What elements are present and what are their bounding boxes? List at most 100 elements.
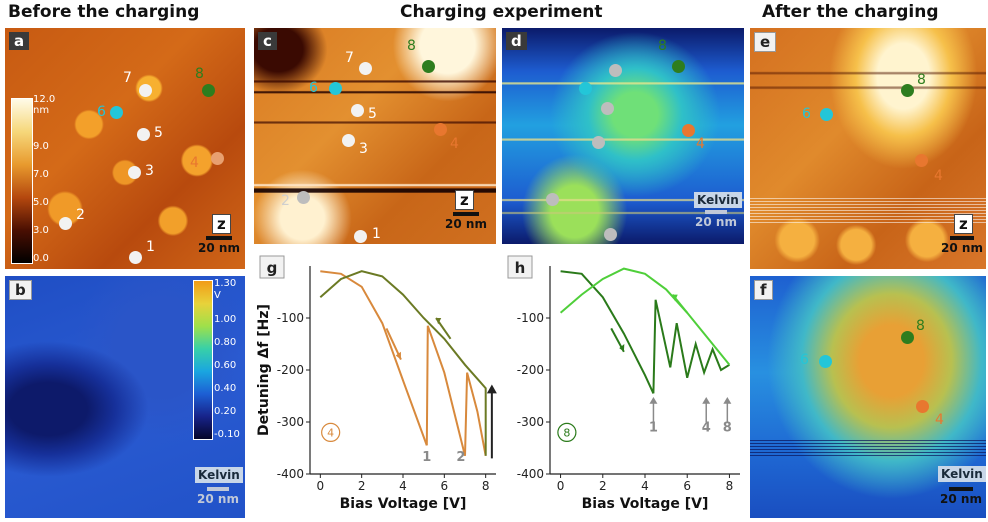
peak-label: 2 bbox=[456, 450, 465, 465]
y-tick-label: -100 bbox=[517, 311, 544, 325]
molecule-2-dot bbox=[59, 217, 72, 230]
peak-arrowhead bbox=[649, 397, 658, 404]
molecule-8-circle bbox=[557, 422, 577, 442]
z-marker: z bbox=[455, 190, 474, 210]
colorbar-a-tick: 12.0 bbox=[33, 94, 56, 105]
molecule-8-label: 8 bbox=[407, 38, 416, 54]
scale-text: 20 nm bbox=[695, 215, 737, 229]
series-line-1 bbox=[320, 270, 428, 446]
x-tick-label: 2 bbox=[358, 479, 366, 493]
series-line-2 bbox=[425, 325, 466, 457]
molecule-1-dot bbox=[604, 228, 617, 241]
molecule-8-label: 8 bbox=[195, 66, 204, 82]
x-axis-title: Bias Voltage [V] bbox=[340, 496, 467, 512]
molecule-1-label: 1 bbox=[372, 226, 381, 242]
molecule-6-dot bbox=[579, 82, 592, 95]
colorbar-b-ticks: 1.30 V 1.00 0.80 0.60 0.40 0.20 -0.10 bbox=[214, 278, 244, 448]
molecule-8-dot bbox=[901, 331, 914, 344]
molecule-6-dot bbox=[329, 82, 342, 95]
panel-label-c: c bbox=[258, 32, 277, 50]
molecule-8-dot bbox=[901, 84, 914, 97]
x-tick-label: 8 bbox=[482, 479, 490, 493]
molecule-4-circle bbox=[321, 422, 341, 442]
peak-arrowhead bbox=[702, 397, 711, 404]
series-line-3 bbox=[464, 372, 487, 456]
dz-label: Δz = +5.0 nm bbox=[501, 380, 504, 464]
x-tick-label: 0 bbox=[317, 479, 325, 493]
x-axis-title: Bias Voltage [V] bbox=[582, 496, 709, 512]
molecule-4-label: 4 bbox=[934, 168, 943, 184]
molecule-8-dot bbox=[202, 84, 215, 97]
molecule-8-label: 8 bbox=[658, 38, 667, 54]
molecule-4-circle-label: 4 bbox=[327, 426, 334, 439]
molecule-7-dot bbox=[139, 84, 152, 97]
molecule-6-label: 6 bbox=[97, 104, 106, 120]
molecule-5-dot bbox=[137, 128, 150, 141]
y-tick-label: -300 bbox=[277, 415, 304, 429]
molecule-8-label: 8 bbox=[917, 72, 926, 88]
plot-h: h 0 2 4 6 8 -100 -200 -300 -400 Bias Voltage [V] 8… bbox=[507, 255, 740, 512]
molecule-5-dot bbox=[351, 104, 364, 117]
scale-text: 20 nm bbox=[941, 241, 983, 255]
x-tick-label: 4 bbox=[641, 479, 649, 493]
colorbar-b-tick: 1.30 bbox=[214, 278, 237, 289]
y-tick-label: -200 bbox=[277, 363, 304, 377]
molecule-3-dot bbox=[128, 166, 141, 179]
colorbar-b-tick: 0.80 bbox=[214, 337, 237, 348]
y-tick-label: -300 bbox=[517, 415, 544, 429]
scale-text: 20 nm bbox=[940, 492, 982, 506]
molecule-8-dot bbox=[672, 60, 685, 73]
series-line-3 bbox=[559, 267, 731, 366]
scale-bar: 20 nm bbox=[940, 236, 984, 255]
molecule-4-dot bbox=[211, 152, 224, 165]
molecule-1-dot bbox=[129, 251, 142, 264]
molecule-1-dot bbox=[354, 230, 367, 243]
panel-d-kelvin: d 8 4 Kelvin 20 nm bbox=[502, 28, 744, 244]
colorbar-a-ticks: 12.0 nm 9.0 7.0 5.0 3.0 0.0 bbox=[33, 94, 73, 266]
molecule-4-dot bbox=[682, 124, 695, 137]
peak-label: 1 bbox=[422, 450, 431, 465]
colorbar-b-tick: 0.60 bbox=[214, 360, 237, 371]
scale-text: 20 nm bbox=[445, 217, 487, 231]
molecule-7-label: 7 bbox=[123, 70, 132, 86]
panel-label-b: b bbox=[9, 280, 32, 300]
panel-a-topography: a 12.0 nm 9.0 7.0 5.0 3.0 0.0 7 8 6 5 4 … bbox=[5, 28, 245, 269]
molecule-2-dot bbox=[297, 191, 310, 204]
z-marker: z bbox=[954, 214, 973, 234]
scale-text: 20 nm bbox=[197, 492, 239, 506]
molecule-6-label: 6 bbox=[800, 352, 809, 368]
y-tick-label: -400 bbox=[517, 467, 544, 481]
panel-f-kelvin: f 8 6 4 Kelvin 20 nm bbox=[750, 276, 986, 518]
y-tick-label: -100 bbox=[277, 311, 304, 325]
sweep-arrowhead-up bbox=[436, 318, 442, 325]
colorbar-b-tick: 1.00 bbox=[214, 314, 237, 325]
molecule-4-label: 4 bbox=[935, 412, 944, 428]
colorbar-b-tick: 0.20 bbox=[214, 406, 237, 417]
x-tick-label: 6 bbox=[683, 479, 691, 493]
panel-label-h: h bbox=[515, 259, 526, 277]
y-tick-label: -200 bbox=[517, 363, 544, 377]
sweep-arrowhead-down bbox=[619, 344, 625, 352]
colorbar-b-unit: V bbox=[214, 290, 221, 301]
molecule-3-dot bbox=[592, 136, 605, 149]
scale-bar: 20 nm bbox=[442, 212, 490, 231]
scale-bar: 20 nm bbox=[692, 210, 740, 229]
molecule-2-label: 2 bbox=[76, 207, 85, 223]
scale-bar: 20 nm bbox=[938, 487, 984, 506]
panel-label-a: a bbox=[9, 32, 30, 50]
panel-label-g: g bbox=[267, 259, 278, 277]
molecule-7-label: 7 bbox=[345, 50, 354, 66]
molecule-3-label: 3 bbox=[359, 141, 368, 157]
y-tick-label: -400 bbox=[277, 467, 304, 481]
kelvin-marker: Kelvin bbox=[938, 466, 986, 482]
colorbar-a-tick: 9.0 bbox=[33, 141, 49, 152]
molecule-6-dot bbox=[819, 355, 832, 368]
molecule-5-dot bbox=[601, 102, 614, 115]
header-after: After the charging bbox=[762, 2, 939, 22]
molecule-7-dot bbox=[609, 64, 622, 77]
panel-label-g-box bbox=[259, 255, 285, 279]
series-line-2 bbox=[652, 299, 730, 394]
molecule-4-label: 4 bbox=[450, 136, 459, 152]
header-experiment: Charging experiment bbox=[400, 2, 603, 22]
molecule-4-dot bbox=[915, 154, 928, 167]
